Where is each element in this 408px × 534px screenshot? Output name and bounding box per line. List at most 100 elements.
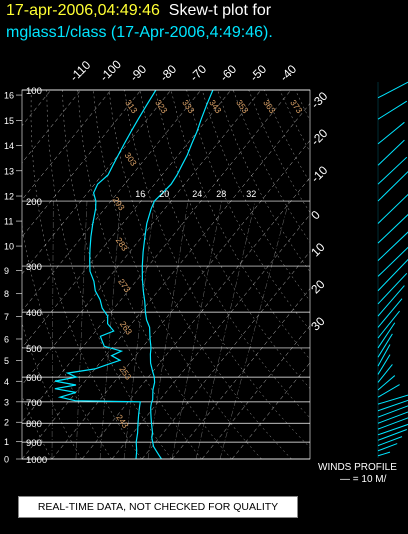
pressure-label: 100 [26,86,42,97]
moist-adiabat-line [195,201,256,459]
height-label: 4 [4,377,9,387]
pressure-label: 900 [26,438,42,449]
adiabat-label: 273 [116,277,132,295]
wind-vector [377,213,408,244]
moist-adiabat-line [219,201,290,459]
isotherm-line [51,140,310,459]
height-label: 12 [4,192,14,202]
adiabat-label: 323 [153,98,169,116]
dry-adiabat-line [22,224,112,459]
plot-label: Skew-t plot for [168,2,272,19]
adiabat-label: 313 [123,98,139,116]
adiabat-label: 243 [114,413,130,431]
isotherm-label: 30 [308,314,328,334]
plot-frame [21,89,311,460]
temperature-trace [141,90,214,459]
height-label: 10 [4,242,14,252]
moist-adiabat-line [171,201,222,459]
dry-adiabat-line [295,90,310,121]
isotherm-label: -50 [247,62,269,84]
height-label: 13 [4,166,14,176]
isotherm-label: -90 [127,62,149,84]
wind-vector [377,384,400,398]
pressure-label: 800 [26,419,42,430]
wind-vector [377,429,407,441]
timestamp: 17-apr-2006,04:49:46 [6,2,160,19]
wind-vector [377,354,391,375]
wind-vector [377,258,408,292]
isotherm-label: -30 [308,89,330,111]
isotherm-line [22,90,292,423]
isotherm-label: -110 [67,58,93,84]
wind-vector [377,451,391,457]
pressure-label: 300 [26,262,42,273]
adiabat-label: 263 [118,319,134,337]
isotherm-line [22,90,262,386]
pressure-label: 400 [26,308,42,319]
isotherm-line [171,288,310,459]
winds-profile-scale: — = 10 M/ [340,474,387,485]
isotherm-label: -40 [277,62,299,84]
dry-adiabat-line [22,322,82,459]
dry-adiabat-line [46,90,172,459]
wind-vector [377,375,396,391]
adiabat-label: 333 [180,98,196,116]
mixing-ratio-label: 16 [135,189,145,199]
isotherm-label: -80 [157,62,179,84]
winds-profile-label: WINDS PROFILE [318,462,397,473]
pressure-label: 700 [26,398,42,409]
wind-vector [377,333,393,358]
wind-vector [377,436,403,447]
isotherm-line [22,90,142,238]
isotherm-label: 0 [308,207,323,222]
wind-vector [377,170,408,202]
wind-vector [377,322,396,349]
wind-vector [377,139,405,166]
isotherm-line [22,90,172,275]
wind-vector [377,156,408,185]
mixing-ratio-label: 20 [159,189,169,199]
moist-adiabat-line [75,201,88,459]
plot-title-line-1: 17-apr-2006,04:49:46 Skew-t plot for [6,2,271,20]
dry-adiabat-line [217,90,310,273]
adiabat-label: 373 [288,98,304,116]
isotherm-line [201,325,310,459]
isotherm-line [22,90,202,312]
dry-adiabat-line [62,90,202,459]
wind-vector [377,405,408,418]
pressure-label: 500 [26,344,42,355]
isotherm-label: -100 [97,57,124,84]
mixing-ratio-label: 28 [216,189,226,199]
dry-adiabat-line [30,90,142,459]
wind-vector [377,121,405,145]
isotherm-label: 10 [308,240,328,260]
dry-adiabat-line [186,90,310,331]
height-label: 16 [4,91,14,101]
adiabat-label: 343 [207,98,223,116]
wind-vector [377,310,400,339]
isotherm-label: -10 [308,163,330,185]
adiabat-label: 363 [261,98,277,116]
isotherm-line [141,251,310,459]
wind-vector [377,298,403,328]
dry-adiabat-line [139,90,310,419]
isotherm-line [22,90,82,164]
moist-adiabat-line [147,201,189,459]
quality-notice: REAL-TIME DATA, NOT CHECKED FOR QUALITY [18,496,298,518]
dry-adiabat-line [279,90,310,153]
height-label: 1 [4,437,9,447]
wind-vector [377,364,393,383]
pressure-label: 600 [26,373,42,384]
height-label: 14 [4,141,14,151]
dry-adiabat-line [201,90,310,302]
pressure-label: 1000 [26,455,47,466]
height-label: 8 [4,289,9,299]
isotherm-label: -20 [308,126,330,148]
dry-adiabat-line [248,90,310,213]
wind-vector [377,417,408,430]
isotherm-line [22,90,112,201]
isotherm-line [81,177,310,459]
isotherm-line [22,90,232,349]
isotherm-line [111,214,310,459]
